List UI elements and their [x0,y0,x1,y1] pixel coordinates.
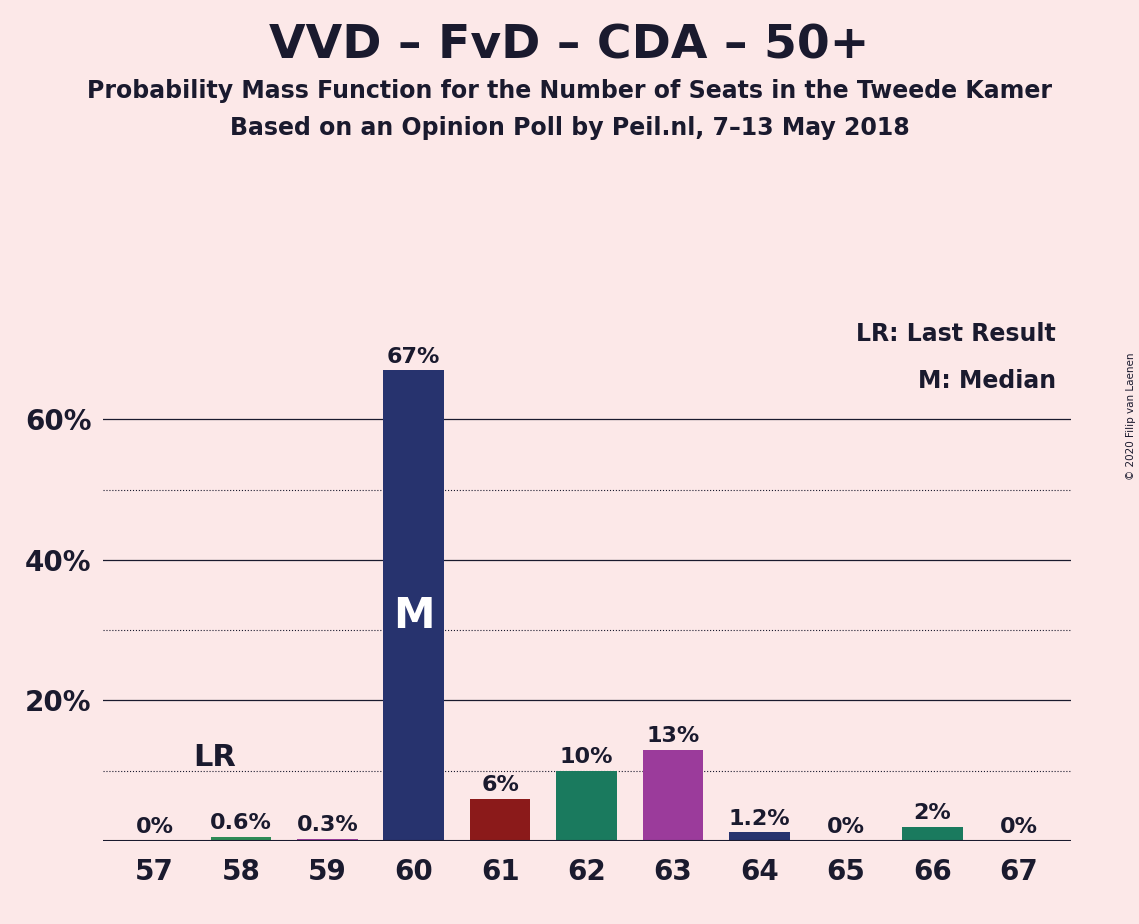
Text: VVD – FvD – CDA – 50+: VVD – FvD – CDA – 50+ [269,23,870,68]
Text: 1.2%: 1.2% [729,808,790,829]
Text: 2%: 2% [913,803,951,823]
Text: M: Median: M: Median [918,370,1056,394]
Bar [556,771,617,841]
Text: M: M [393,595,434,638]
Bar [902,827,962,841]
Bar [642,749,703,841]
Text: © 2020 Filip van Laenen: © 2020 Filip van Laenen [1126,352,1136,480]
Text: 0.3%: 0.3% [296,815,358,835]
Text: 0.6%: 0.6% [210,813,272,833]
Bar [297,839,358,841]
Text: Probability Mass Function for the Number of Seats in the Tweede Kamer: Probability Mass Function for the Number… [87,79,1052,103]
Text: 67%: 67% [387,346,441,367]
Text: 13%: 13% [647,726,699,746]
Text: 0%: 0% [1000,818,1038,837]
Bar [211,836,271,841]
Text: LR: LR [194,743,236,772]
Text: 6%: 6% [481,775,519,796]
Text: 0%: 0% [827,818,865,837]
Text: LR: Last Result: LR: Last Result [857,322,1056,346]
Text: 10%: 10% [560,748,613,767]
Text: Based on an Opinion Poll by Peil.nl, 7–13 May 2018: Based on an Opinion Poll by Peil.nl, 7–1… [230,116,909,140]
Bar [729,833,789,841]
Bar [470,798,531,841]
Bar [384,371,444,841]
Text: 0%: 0% [136,818,173,837]
